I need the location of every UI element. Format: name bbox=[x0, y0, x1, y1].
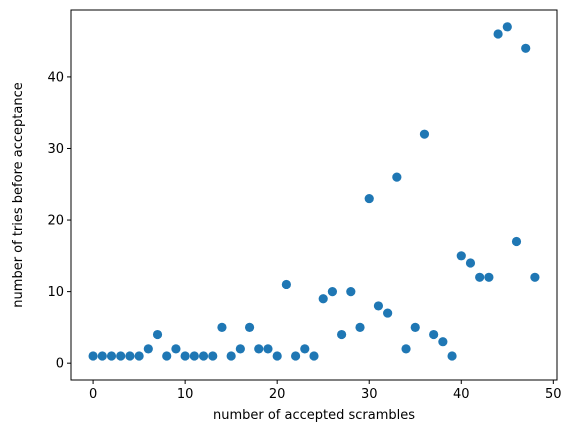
data-point bbox=[410, 322, 420, 332]
data-point bbox=[244, 322, 255, 332]
data-point bbox=[484, 272, 494, 282]
y-axis-ticks: 0 10 20 30 40 bbox=[47, 70, 71, 372]
data-point bbox=[116, 351, 126, 361]
data-point bbox=[373, 301, 384, 311]
data-point bbox=[217, 322, 227, 332]
x-tick-label: 30 bbox=[361, 387, 378, 402]
data-point bbox=[263, 344, 273, 354]
x-tick-label: 50 bbox=[545, 387, 562, 402]
x-tick-label: 10 bbox=[177, 387, 194, 402]
data-point bbox=[401, 344, 411, 354]
y-tick-label: 40 bbox=[47, 70, 64, 85]
data-point bbox=[438, 337, 448, 347]
data-point bbox=[346, 287, 356, 297]
y-tick-label: 10 bbox=[47, 285, 64, 300]
data-point bbox=[502, 22, 512, 32]
data-point bbox=[88, 351, 98, 361]
data-point bbox=[152, 329, 163, 340]
y-tick-label: 30 bbox=[47, 142, 64, 157]
data-point bbox=[300, 344, 310, 354]
data-point bbox=[97, 351, 107, 361]
data-point bbox=[134, 351, 144, 361]
y-tick-label: 20 bbox=[47, 214, 64, 229]
data-point bbox=[383, 308, 393, 318]
plot-frame bbox=[70, 9, 558, 381]
data-point bbox=[530, 272, 540, 282]
points-layer bbox=[88, 22, 540, 361]
data-point bbox=[235, 344, 245, 354]
data-point bbox=[189, 351, 199, 361]
data-point bbox=[162, 351, 172, 361]
data-point bbox=[281, 279, 291, 290]
data-point bbox=[327, 287, 338, 297]
data-point bbox=[355, 322, 365, 332]
x-tick-label: 0 bbox=[89, 387, 97, 402]
data-point bbox=[447, 351, 457, 361]
data-point bbox=[272, 351, 282, 361]
data-point bbox=[198, 351, 209, 361]
data-point bbox=[290, 351, 301, 361]
data-point bbox=[254, 344, 264, 354]
y-tick-label: 0 bbox=[56, 357, 64, 372]
data-point bbox=[171, 344, 181, 354]
data-point bbox=[143, 344, 153, 354]
data-point bbox=[429, 329, 439, 340]
data-point bbox=[456, 251, 466, 261]
data-point bbox=[511, 236, 522, 247]
data-point bbox=[392, 172, 402, 182]
data-point bbox=[521, 43, 531, 53]
data-point bbox=[226, 351, 236, 361]
data-point bbox=[208, 351, 218, 361]
data-point bbox=[106, 351, 117, 361]
data-point bbox=[318, 294, 328, 304]
data-point bbox=[309, 351, 319, 361]
data-point bbox=[475, 272, 485, 282]
data-point bbox=[364, 193, 374, 204]
data-point bbox=[337, 329, 347, 340]
data-point bbox=[125, 351, 135, 361]
data-point bbox=[180, 351, 190, 361]
x-axis-label: number of accepted scrambles bbox=[213, 408, 415, 423]
data-point bbox=[419, 129, 430, 139]
data-point bbox=[493, 29, 503, 39]
y-axis-label: number of tries before acceptance bbox=[11, 82, 26, 307]
x-axis-ticks: 0 10 20 30 40 50 bbox=[89, 380, 562, 402]
x-tick-label: 40 bbox=[453, 387, 470, 402]
data-point bbox=[465, 258, 476, 268]
x-tick-label: 20 bbox=[269, 387, 286, 402]
